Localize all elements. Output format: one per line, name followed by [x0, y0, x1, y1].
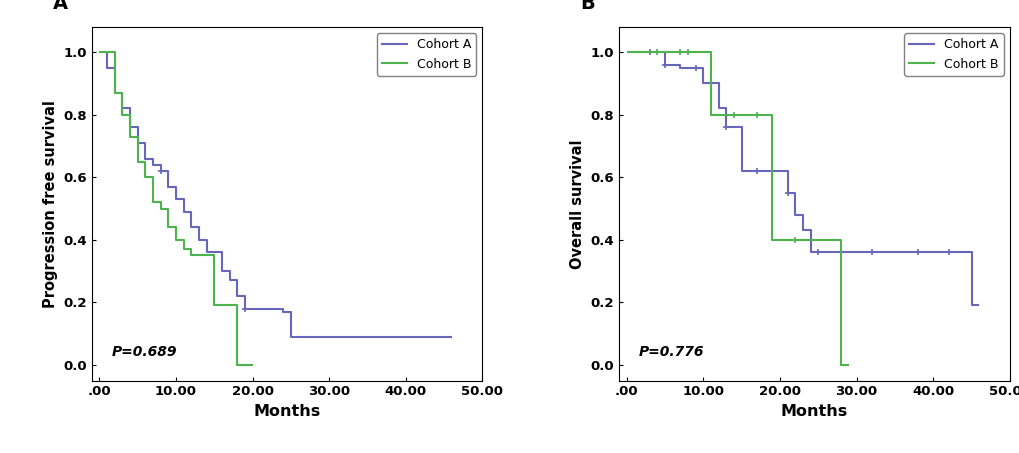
- Legend: Cohort A, Cohort B: Cohort A, Cohort B: [376, 34, 476, 76]
- Text: P=0.689: P=0.689: [111, 345, 176, 359]
- Y-axis label: Progression free survival: Progression free survival: [43, 100, 58, 308]
- Text: B: B: [580, 0, 594, 13]
- Y-axis label: Overall survival: Overall survival: [570, 139, 585, 269]
- Legend: Cohort A, Cohort B: Cohort A, Cohort B: [903, 34, 1003, 76]
- X-axis label: Months: Months: [254, 404, 320, 419]
- Text: P=0.776: P=0.776: [638, 345, 703, 359]
- Text: A: A: [53, 0, 68, 13]
- X-axis label: Months: Months: [781, 404, 847, 419]
